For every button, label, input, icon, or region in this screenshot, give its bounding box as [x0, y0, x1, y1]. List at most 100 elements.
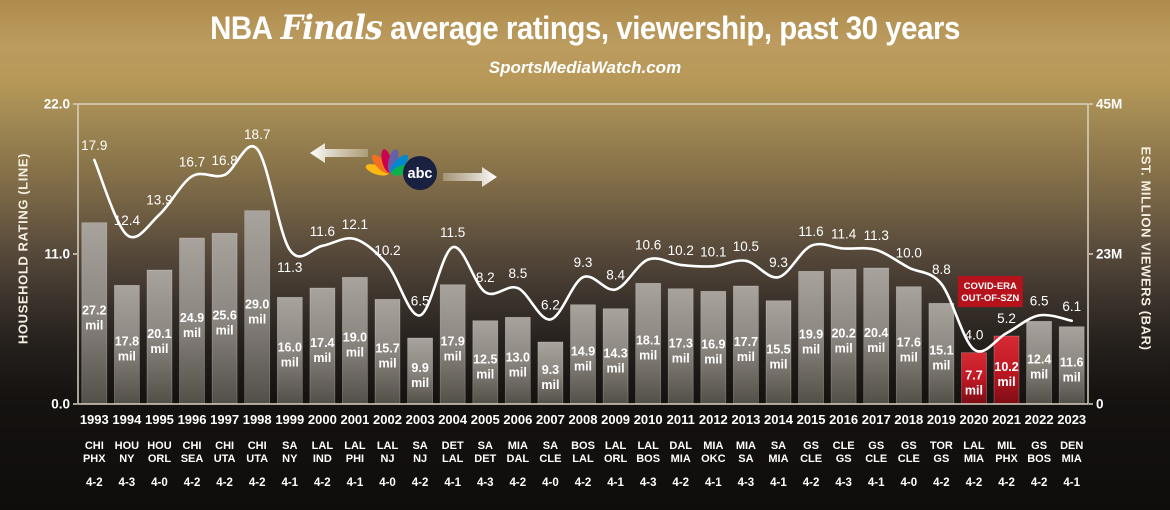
bar-unit-label-2018: mil — [900, 350, 918, 364]
result-label-2012: 4-1 — [705, 477, 722, 489]
bar-unit-label-2007: mil — [541, 378, 559, 392]
rating-label-1994: 12.4 — [114, 213, 141, 228]
right-axis-tick-1: 23M — [1096, 247, 1122, 262]
year-label-2018: 2018 — [894, 412, 923, 427]
bar-2005 — [472, 320, 499, 405]
matchup-loser-2013: SA — [738, 453, 753, 465]
result-label-1993: 4-2 — [86, 477, 103, 489]
matchup-loser-2017: CLE — [865, 453, 887, 465]
bar-unit-label-2009: mil — [607, 361, 625, 375]
rating-label-2015: 11.6 — [798, 224, 823, 239]
bar-unit-label-2011: mil — [672, 351, 690, 365]
year-label-2023: 2023 — [1057, 412, 1086, 427]
year-label-2021: 2021 — [992, 412, 1021, 427]
bar-value-label-2002: 15.7 — [375, 342, 399, 356]
bar-2020 — [961, 352, 987, 405]
result-label-2016: 4-3 — [835, 477, 852, 489]
result-label-2002: 4-0 — [379, 477, 396, 489]
year-label-1997: 1997 — [210, 412, 239, 427]
matchup-loser-1999: NY — [282, 453, 298, 465]
bar-value-label-2006: 13.0 — [506, 351, 530, 365]
bar-unit-label-1999: mil — [281, 356, 299, 370]
matchup-loser-2011: MIA — [671, 453, 691, 465]
year-label-2014: 2014 — [764, 412, 794, 427]
bar-2019 — [928, 302, 955, 405]
year-label-2015: 2015 — [797, 412, 826, 427]
bar-unit-label-2020: mil — [965, 383, 983, 397]
result-label-2014: 4-1 — [770, 477, 787, 489]
year-label-1998: 1998 — [243, 412, 272, 427]
matchup-winner-2001: LAL — [344, 440, 366, 452]
matchup-winner-2011: DAL — [669, 440, 692, 452]
arrow-right-icon — [443, 167, 497, 187]
matchup-winner-1994: HOU — [115, 440, 140, 452]
rating-label-2011: 10.2 — [668, 243, 694, 258]
matchup-winner-2008: BOS — [571, 440, 595, 452]
matchup-loser-2003: NJ — [413, 453, 427, 465]
bar-value-label-2016: 20.2 — [831, 327, 855, 341]
rating-label-2008: 9.3 — [574, 255, 593, 270]
year-label-2020: 2020 — [960, 412, 989, 427]
year-label-2006: 2006 — [503, 412, 532, 427]
bar-unit-label-2001: mil — [346, 346, 364, 360]
covid-note-line2: OUT-OF-SZN — [961, 293, 1019, 304]
rating-label-2018: 10.0 — [896, 246, 922, 261]
left-axis-tick-1: 11.0 — [44, 247, 70, 262]
rating-label-2010: 10.6 — [635, 237, 661, 252]
rating-label-2001: 12.1 — [342, 217, 368, 232]
bar-value-label-1995: 20.1 — [147, 327, 171, 341]
matchup-winner-2006: MIA — [508, 440, 528, 452]
result-label-2003: 4-2 — [412, 477, 429, 489]
result-label-2010: 4-3 — [640, 477, 657, 489]
bar-2001 — [342, 276, 368, 405]
bar-value-label-1993: 27.2 — [82, 303, 106, 317]
bar-value-label-2004: 17.9 — [441, 334, 465, 348]
matchup-loser-2020: MIA — [964, 453, 984, 465]
bar-unit-label-2012: mil — [704, 353, 722, 367]
matchup-loser-2009: ORL — [604, 453, 628, 465]
year-label-2007: 2007 — [536, 412, 565, 427]
bar-value-label-2021: 10.2 — [994, 360, 1018, 374]
matchup-loser-2006: DAL — [507, 453, 530, 465]
matchup-loser-2004: LAL — [442, 453, 464, 465]
rating-label-2021: 5.2 — [997, 311, 1016, 326]
result-label-2021: 4-2 — [998, 477, 1015, 489]
result-label-2023: 4-1 — [1063, 477, 1080, 489]
year-label-2022: 2022 — [1025, 412, 1054, 427]
rating-line — [93, 145, 1073, 353]
result-label-2007: 4-0 — [542, 477, 559, 489]
rating-label-2004: 11.5 — [440, 225, 465, 240]
bar-1996 — [179, 237, 205, 405]
result-label-2008: 4-2 — [575, 477, 592, 489]
bar-value-label-2008: 14.9 — [571, 344, 595, 358]
bar-unit-label-2023: mil — [1063, 370, 1081, 384]
result-label-2000: 4-2 — [314, 477, 331, 489]
bar-value-label-2014: 15.5 — [766, 342, 790, 356]
bar-unit-label-1997: mil — [216, 324, 234, 338]
matchup-loser-2023: MIA — [1062, 453, 1082, 465]
right-axis-tick-0: 45M — [1096, 97, 1122, 112]
result-label-2020: 4-2 — [966, 477, 983, 489]
matchup-loser-2001: PHI — [346, 453, 364, 465]
bar-2021 — [993, 335, 1020, 405]
bar-2013 — [733, 285, 759, 405]
matchup-winner-2022: GS — [1031, 440, 1047, 452]
bar-value-label-2010: 18.1 — [636, 334, 660, 348]
result-label-1998: 4-2 — [249, 477, 266, 489]
matchup-winner-2005: SA — [478, 440, 493, 452]
rating-label-2020: 4.0 — [965, 327, 984, 342]
covid-note-box — [957, 276, 1023, 307]
year-label-2003: 2003 — [406, 412, 435, 427]
source-watermark: SportsMediaWatch.com — [488, 58, 682, 77]
year-label-2005: 2005 — [471, 412, 500, 427]
year-label-2001: 2001 — [340, 412, 369, 427]
bar-value-label-2001: 19.0 — [343, 331, 367, 345]
bar-value-label-1997: 25.6 — [212, 309, 236, 323]
rating-label-2005: 8.2 — [476, 270, 495, 285]
bar-unit-label-2005: mil — [476, 367, 494, 381]
year-label-2017: 2017 — [862, 412, 891, 427]
year-label-2012: 2012 — [699, 412, 728, 427]
network-transition: abc — [303, 126, 503, 198]
bar-value-label-1994: 17.8 — [115, 335, 139, 349]
